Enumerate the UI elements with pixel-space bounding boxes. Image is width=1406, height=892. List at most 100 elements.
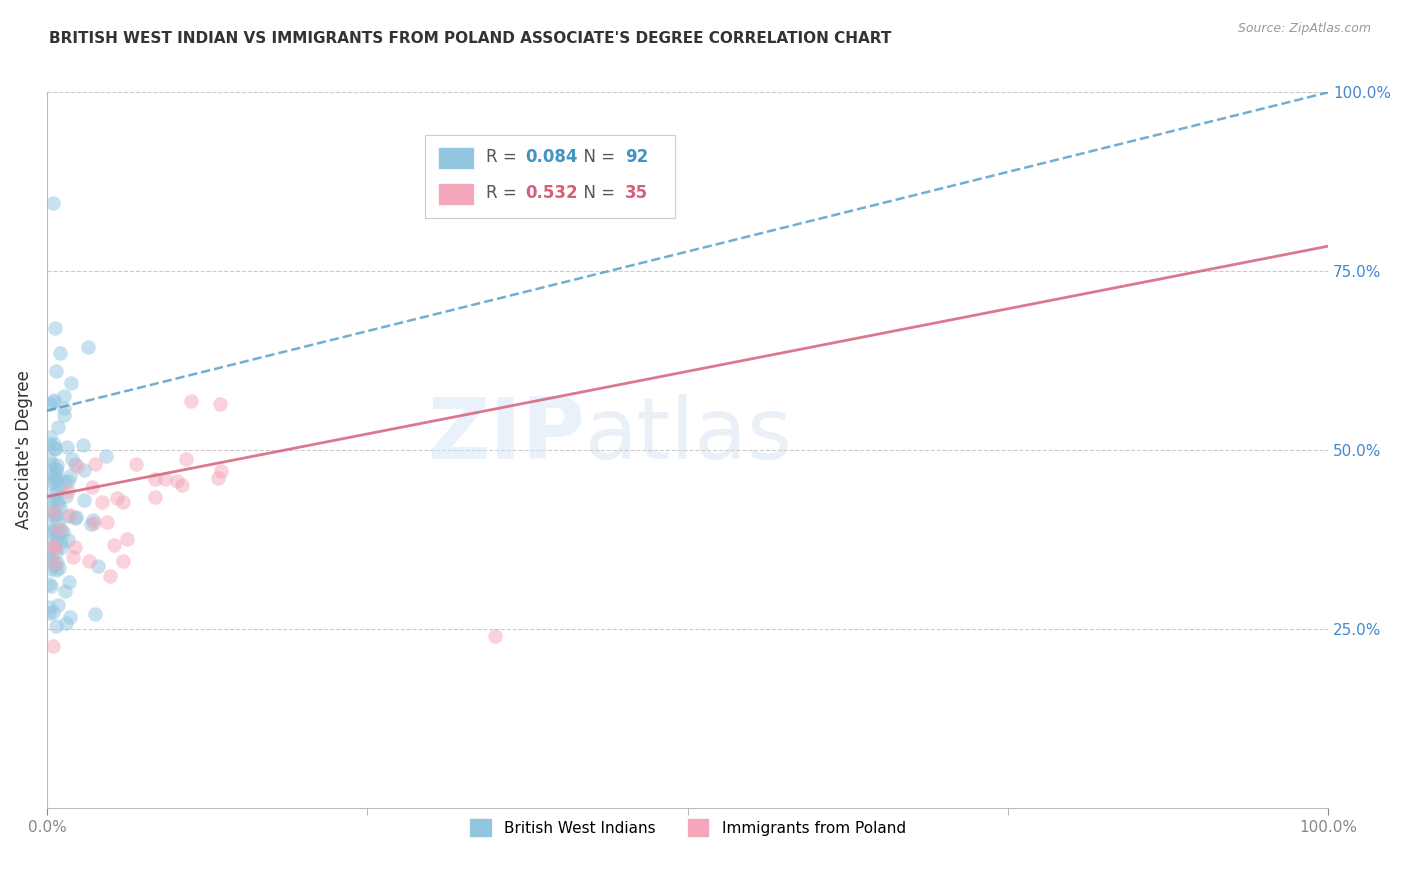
Point — [48, 522, 70, 536]
Point — [207, 470, 229, 484]
Point — [44, 442, 66, 456]
Point — [45, 545, 67, 559]
Point — [48, 561, 70, 575]
Point — [45, 462, 67, 476]
Point — [56, 509, 79, 524]
Point — [45, 493, 67, 508]
Point — [46, 458, 69, 473]
Point — [39, 397, 62, 411]
Point — [42, 559, 65, 574]
Point — [46, 525, 69, 540]
Point — [52, 408, 75, 422]
Point — [73, 492, 96, 507]
Point — [49, 500, 72, 514]
Point — [66, 458, 89, 473]
Point — [96, 516, 118, 530]
Point — [38, 430, 60, 444]
Bar — [437, 183, 474, 204]
Text: 92: 92 — [624, 148, 648, 166]
Point — [42, 437, 65, 451]
Point — [49, 523, 72, 537]
Point — [209, 397, 232, 411]
Point — [56, 474, 79, 488]
Point — [44, 485, 66, 500]
Point — [52, 389, 75, 403]
Point — [87, 559, 110, 574]
Point — [65, 510, 87, 524]
Point — [65, 540, 87, 554]
Point — [112, 554, 135, 568]
Point — [115, 532, 138, 546]
Point — [59, 469, 82, 483]
Point — [45, 462, 67, 476]
Point — [39, 549, 62, 564]
Point — [60, 451, 83, 466]
Point — [170, 478, 193, 492]
Point — [44, 556, 66, 570]
Point — [62, 549, 84, 564]
Point — [52, 524, 75, 539]
Point — [42, 196, 65, 211]
Text: 0.532: 0.532 — [524, 184, 578, 202]
Point — [41, 525, 63, 540]
Point — [38, 553, 60, 567]
Bar — [437, 147, 474, 169]
Point — [44, 505, 66, 519]
Point — [48, 346, 70, 360]
Point — [46, 533, 69, 547]
Legend: British West Indians, Immigrants from Poland: British West Indians, Immigrants from Po… — [463, 813, 912, 843]
Text: R =: R = — [486, 148, 523, 166]
Point — [42, 392, 65, 407]
Point — [45, 563, 67, 577]
Point — [45, 507, 67, 521]
Point — [91, 495, 114, 509]
Point — [60, 376, 83, 390]
Point — [53, 584, 76, 599]
Point — [180, 394, 202, 409]
Point — [82, 480, 104, 494]
Point — [46, 599, 69, 613]
Point — [82, 513, 104, 527]
Point — [42, 523, 65, 537]
Point — [80, 516, 103, 531]
Point — [41, 474, 63, 488]
Point — [46, 419, 69, 434]
Point — [44, 469, 66, 483]
Point — [51, 540, 73, 554]
Point — [45, 364, 67, 378]
Point — [124, 457, 146, 471]
Text: Source: ZipAtlas.com: Source: ZipAtlas.com — [1237, 22, 1371, 36]
Point — [38, 451, 60, 466]
Point — [77, 554, 100, 568]
Point — [44, 509, 66, 524]
Point — [48, 478, 70, 492]
Point — [143, 490, 166, 504]
Point — [63, 511, 86, 525]
Point — [44, 321, 66, 335]
Point — [45, 473, 67, 487]
Text: 0.084: 0.084 — [524, 148, 578, 166]
Point — [39, 578, 62, 592]
Text: R =: R = — [486, 184, 523, 202]
Point — [103, 538, 125, 552]
Point — [41, 507, 63, 521]
Point — [38, 606, 60, 620]
Point — [38, 599, 60, 614]
Point — [55, 440, 77, 454]
Point — [209, 464, 232, 478]
Point — [39, 475, 62, 490]
Point — [105, 491, 128, 506]
Point — [94, 449, 117, 463]
Point — [44, 541, 66, 556]
Point — [44, 538, 66, 552]
Point — [42, 539, 65, 553]
Point — [143, 472, 166, 486]
Y-axis label: Associate's Degree: Associate's Degree — [15, 370, 32, 530]
Point — [166, 474, 188, 488]
Point — [55, 615, 77, 630]
Point — [44, 442, 66, 457]
Text: BRITISH WEST INDIAN VS IMMIGRANTS FROM POLAND ASSOCIATE'S DEGREE CORRELATION CHA: BRITISH WEST INDIAN VS IMMIGRANTS FROM P… — [49, 31, 891, 46]
Point — [72, 438, 94, 452]
Point — [83, 516, 105, 531]
Point — [42, 605, 65, 619]
